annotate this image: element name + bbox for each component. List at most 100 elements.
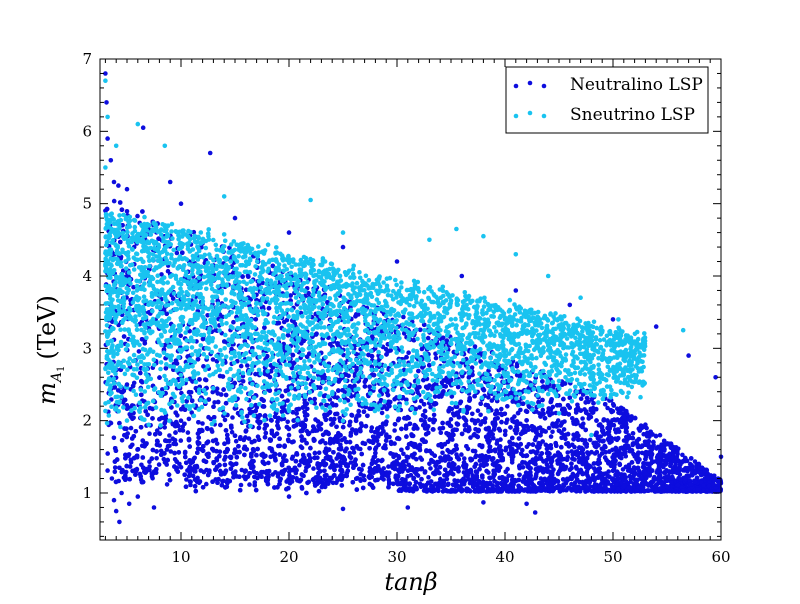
neutralino-point bbox=[290, 454, 296, 460]
neutralino-point bbox=[164, 482, 170, 487]
neutralino-point bbox=[316, 450, 322, 456]
neutralino-point bbox=[200, 421, 205, 426]
neutralino-point bbox=[619, 424, 625, 430]
neutralino-point bbox=[489, 398, 495, 403]
neutralino-point bbox=[599, 424, 605, 430]
neutralino-point bbox=[105, 468, 110, 473]
points-layer bbox=[103, 71, 724, 525]
neutralino-point bbox=[128, 444, 133, 450]
neutralino-point bbox=[147, 431, 152, 437]
neutralino-point bbox=[578, 396, 584, 402]
neutralino-point bbox=[138, 425, 144, 430]
neutralino-point bbox=[510, 399, 515, 404]
neutralino-point bbox=[178, 438, 184, 443]
neutralino-point bbox=[601, 417, 607, 422]
neutralino-point bbox=[186, 416, 192, 422]
neutralino-point bbox=[587, 437, 593, 443]
neutralino-point bbox=[193, 488, 199, 494]
neutralino-point bbox=[112, 465, 118, 470]
neutralino-point bbox=[440, 450, 445, 456]
neutralino-point bbox=[312, 455, 317, 461]
neutralino-point bbox=[490, 456, 496, 461]
neutralino-point bbox=[379, 410, 385, 416]
neutralino-point bbox=[505, 404, 510, 409]
neutralino-point bbox=[611, 403, 617, 408]
neutralino-point bbox=[414, 456, 419, 462]
neutralino-point bbox=[520, 447, 525, 453]
neutralino-point bbox=[502, 411, 508, 417]
neutralino-point bbox=[566, 476, 572, 482]
neutralino-point bbox=[335, 476, 340, 481]
neutralino-point bbox=[105, 451, 110, 456]
neutralino-point bbox=[212, 400, 217, 405]
neutralino-point bbox=[433, 355, 439, 361]
neutralino-point bbox=[527, 465, 532, 471]
neutralino-point bbox=[229, 429, 235, 435]
neutralino-point bbox=[167, 433, 172, 438]
neutralino-point bbox=[651, 439, 656, 445]
neutralino-point bbox=[500, 456, 506, 461]
neutralino-point bbox=[233, 461, 239, 467]
neutralino-point bbox=[293, 458, 299, 464]
neutralino-point bbox=[279, 393, 285, 399]
neutralino-point bbox=[111, 198, 117, 204]
neutralino-point bbox=[262, 325, 267, 330]
neutralino-point bbox=[195, 450, 200, 456]
neutralino-point bbox=[518, 407, 523, 413]
neutralino-point bbox=[404, 454, 410, 460]
neutralino-point bbox=[352, 459, 358, 465]
neutralino-point bbox=[166, 472, 172, 477]
neutralino-point bbox=[225, 439, 231, 445]
neutralino-point bbox=[210, 357, 216, 362]
neutralino-point bbox=[253, 317, 259, 322]
neutralino-point bbox=[580, 416, 585, 421]
neutralino-point bbox=[185, 430, 191, 435]
neutralino-point bbox=[468, 435, 473, 440]
neutralino-point bbox=[348, 460, 354, 465]
neutralino-point bbox=[475, 408, 481, 414]
neutralino-point bbox=[232, 450, 237, 456]
neutralino-point bbox=[524, 444, 530, 450]
neutralino-point bbox=[170, 296, 176, 301]
neutralino-point bbox=[422, 408, 428, 414]
neutralino-point bbox=[222, 339, 227, 344]
neutralino-point bbox=[606, 432, 612, 438]
neutralino-point bbox=[113, 479, 119, 485]
neutralino-point bbox=[299, 445, 305, 451]
neutralino-point bbox=[431, 412, 437, 418]
neutralino-point bbox=[418, 455, 423, 461]
neutralino-point bbox=[401, 314, 406, 320]
neutralino-point bbox=[277, 436, 282, 442]
neutralino-point bbox=[238, 363, 244, 369]
neutralino-point bbox=[371, 372, 377, 378]
neutralino-point bbox=[246, 274, 251, 279]
neutralino-point bbox=[158, 448, 164, 454]
neutralino-point bbox=[607, 440, 613, 445]
neutralino-point bbox=[666, 474, 671, 479]
neutralino-point bbox=[369, 428, 374, 434]
neutralino-point bbox=[530, 442, 536, 447]
neutralino-point bbox=[384, 433, 389, 439]
neutralino-point bbox=[124, 463, 129, 469]
neutralino-point bbox=[610, 418, 615, 423]
neutralino-point bbox=[214, 441, 220, 446]
neutralino-point bbox=[189, 410, 194, 415]
neutralino-point bbox=[571, 437, 576, 442]
neutralino-point bbox=[692, 459, 698, 464]
neutralino-point bbox=[496, 426, 502, 432]
neutralino-point bbox=[111, 435, 117, 441]
neutralino-point bbox=[448, 417, 454, 422]
neutralino-point bbox=[140, 209, 145, 214]
neutralino-point bbox=[131, 284, 136, 290]
neutralino-point bbox=[182, 472, 187, 478]
neutralino-point bbox=[310, 424, 316, 429]
neutralino-point bbox=[183, 454, 188, 460]
neutralino-point bbox=[256, 437, 262, 443]
neutralino-point bbox=[338, 463, 343, 469]
neutralino-point bbox=[222, 462, 228, 468]
neutralino-point bbox=[174, 250, 180, 256]
neutralino-point bbox=[138, 370, 143, 376]
neutralino-point bbox=[427, 461, 432, 467]
